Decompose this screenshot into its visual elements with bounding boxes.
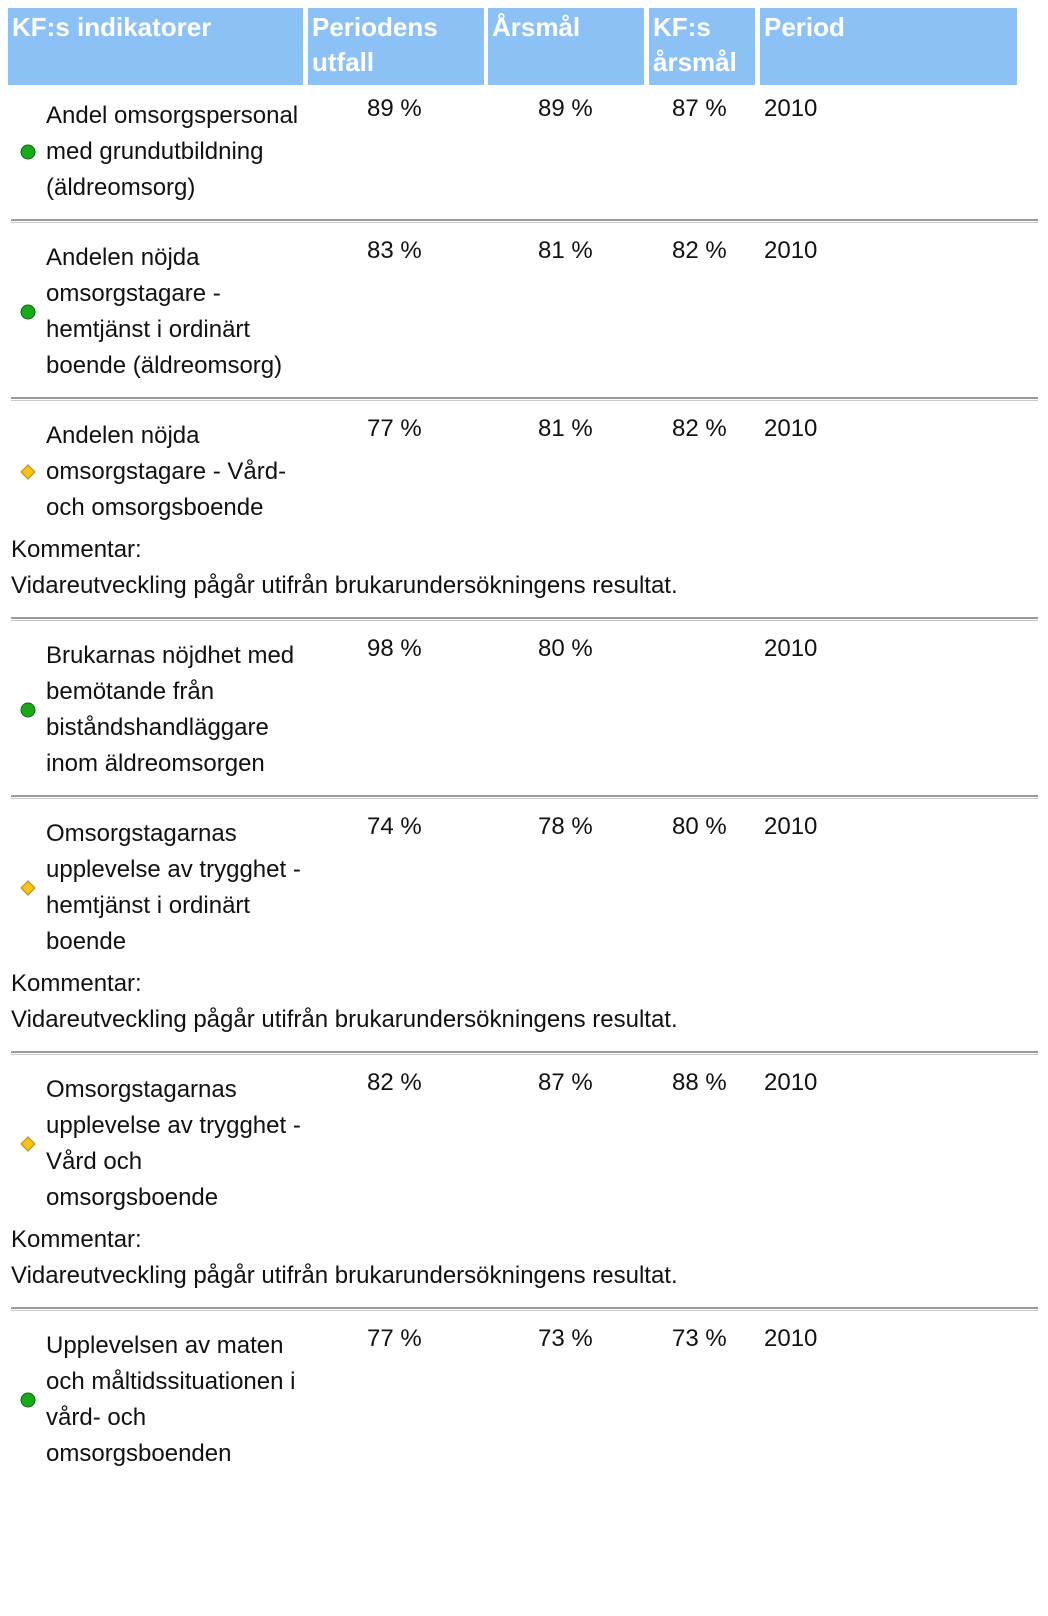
status-shape bbox=[20, 1136, 36, 1152]
cell-value: 74 % bbox=[367, 813, 422, 840]
table-row: Omsorgstagarnas upplevelse av trygghet -… bbox=[0, 1059, 1048, 1216]
comment-label: Kommentar: bbox=[11, 536, 142, 563]
cell-value: 77 % bbox=[367, 1325, 422, 1352]
status-icon bbox=[20, 1392, 36, 1408]
table-row: Andelen nöjda omsorgstagare - hemtjänst … bbox=[0, 227, 1048, 384]
cell-value: 80 % bbox=[538, 635, 593, 662]
status-icon bbox=[20, 1136, 36, 1152]
cell-value: 87 % bbox=[538, 1069, 593, 1096]
cell-value: 78 % bbox=[538, 813, 593, 840]
status-shape bbox=[20, 702, 36, 718]
indicator: Upplevelsen av maten och måltidssituatio… bbox=[46, 1332, 296, 1467]
cell-value: 73 % bbox=[538, 1325, 593, 1352]
indicator: Andel omsorgspersonal med grundutbildnin… bbox=[46, 102, 299, 201]
comment-text: Vidareutveckling pågår utifrån brukarund… bbox=[11, 572, 678, 599]
status-icon bbox=[20, 702, 36, 718]
cell-value: 80 % bbox=[672, 813, 727, 840]
cell-value: 77 % bbox=[367, 415, 422, 442]
header-cell: Årsmål bbox=[488, 8, 644, 85]
cell-value: 2010 bbox=[764, 237, 818, 264]
status-icon bbox=[20, 464, 36, 480]
cell-value: 2010 bbox=[764, 415, 818, 442]
cell-value: 2010 bbox=[764, 813, 818, 840]
cell-value: 2010 bbox=[764, 635, 818, 662]
status-shape bbox=[20, 144, 36, 160]
table-row: Andelen nöjda omsorgstagare - Vård- och … bbox=[0, 405, 1048, 526]
row-separator bbox=[11, 1051, 1038, 1055]
row-separator bbox=[11, 617, 1038, 621]
status-icon bbox=[20, 144, 36, 160]
header-cell: Period bbox=[760, 8, 1017, 85]
header-cell: KF:s indikatorer bbox=[8, 8, 303, 85]
indicator: Omsorgstagarnas upplevelse av trygghet -… bbox=[46, 1076, 301, 1211]
cell-value: 82 % bbox=[672, 415, 727, 442]
header-cell: KF:s årsmål bbox=[649, 8, 755, 85]
header-cell: Periodens utfall bbox=[308, 8, 484, 85]
comment-label: Kommentar: bbox=[11, 970, 142, 997]
cell-value: 82 % bbox=[367, 1069, 422, 1096]
table-row: Omsorgstagarnas upplevelse av trygghet -… bbox=[0, 803, 1048, 960]
table-row: Andel omsorgspersonal med grundutbildnin… bbox=[0, 85, 1048, 206]
status-shape bbox=[20, 880, 36, 896]
cell-value: 81 % bbox=[538, 237, 593, 264]
cell-value: 2010 bbox=[764, 1069, 818, 1096]
cell-value: 2010 bbox=[764, 1325, 818, 1352]
table-row: Brukarnas nöjdhet med bemötande från bis… bbox=[0, 625, 1048, 782]
comment-label: Kommentar: bbox=[11, 1226, 142, 1253]
table-body: Andel omsorgspersonal med grundutbildnin… bbox=[0, 85, 1048, 1472]
indicator: Andelen nöjda omsorgstagare - hemtjänst … bbox=[46, 244, 283, 379]
indicator: Omsorgstagarnas upplevelse av trygghet -… bbox=[46, 820, 301, 955]
row-separator bbox=[11, 219, 1038, 223]
indicator: Brukarnas nöjdhet med bemötande från bis… bbox=[46, 642, 295, 777]
comment-text: Vidareutveckling pågår utifrån brukarund… bbox=[11, 1262, 678, 1289]
status-shape bbox=[20, 1392, 36, 1408]
cell-value: 98 % bbox=[367, 635, 422, 662]
cell-value: 83 % bbox=[367, 237, 422, 264]
indicator: Andelen nöjda omsorgstagare - Vård- och … bbox=[46, 422, 287, 521]
cell-value: 88 % bbox=[672, 1069, 727, 1096]
row-separator bbox=[11, 795, 1038, 799]
status-shape bbox=[20, 464, 36, 480]
status-icon bbox=[20, 880, 36, 896]
table-row: Upplevelsen av maten och måltidssituatio… bbox=[0, 1315, 1048, 1472]
cell-value: 89 % bbox=[367, 95, 422, 122]
cell-value: 73 % bbox=[672, 1325, 727, 1352]
cell-value: 82 % bbox=[672, 237, 727, 264]
cell-value: 87 % bbox=[672, 95, 727, 122]
cell-value: 89 % bbox=[538, 95, 593, 122]
row-separator bbox=[11, 1307, 1038, 1311]
status-icon bbox=[20, 304, 36, 320]
row-separator bbox=[11, 397, 1038, 401]
comment-text: Vidareutveckling pågår utifrån brukarund… bbox=[11, 1006, 678, 1033]
cell-value: 2010 bbox=[764, 95, 818, 122]
status-shape bbox=[20, 304, 36, 320]
cell-value: 81 % bbox=[538, 415, 593, 442]
